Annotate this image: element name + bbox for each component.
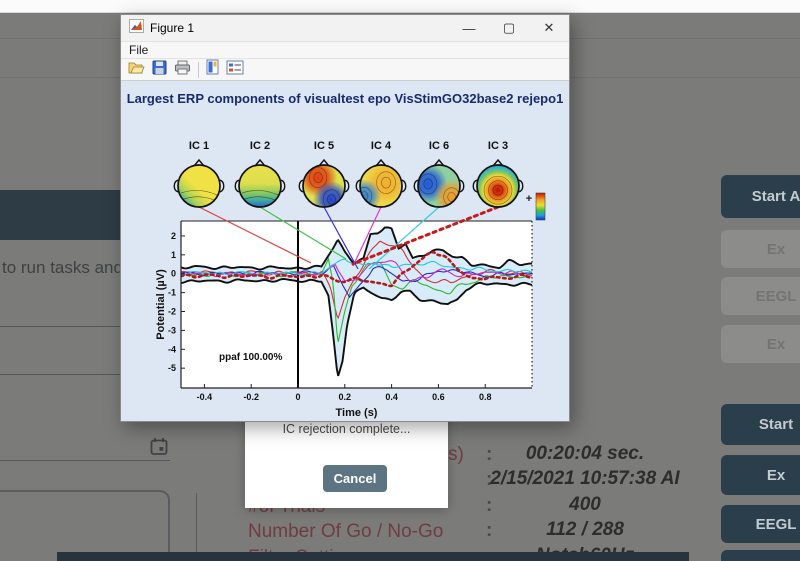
minimize-button[interactable]: — — [462, 20, 476, 36]
colormap-icon[interactable] — [206, 59, 219, 80]
eeglab-button[interactable]: EEGL — [721, 505, 800, 543]
toolbar-separator — [198, 61, 199, 78]
svg-text:2: 2 — [171, 231, 176, 241]
colorbar-plus-label: + — [526, 193, 532, 205]
colorbar — [535, 192, 546, 221]
erp-plot-title: Largest ERP components of visualtest epo… — [126, 91, 564, 106]
legend-icon[interactable] — [226, 60, 244, 80]
progress-dialog: IC rejection complete... Cancel — [245, 408, 448, 508]
file-menu[interactable]: File — [129, 43, 149, 57]
dialog-message: IC rejection complete... — [282, 422, 411, 436]
save-icon[interactable] — [152, 60, 167, 80]
export-button[interactable]: Ex — [721, 455, 800, 495]
print-icon[interactable] — [174, 60, 191, 80]
ic-label: IC 1 — [189, 140, 209, 152]
svg-text:1: 1 — [171, 250, 176, 260]
svg-text:0: 0 — [171, 269, 176, 279]
ic-label: IC 6 — [429, 140, 449, 152]
svg-text:-5: -5 — [168, 363, 176, 373]
calendar-icon[interactable] — [150, 437, 168, 461]
background-card — [0, 490, 170, 561]
cancel-button[interactable]: Cancel — [323, 465, 387, 492]
ic-label: IC 5 — [314, 140, 334, 152]
panel-divider — [196, 493, 197, 561]
svg-text:-1: -1 — [168, 288, 176, 298]
close-button[interactable]: ✕ — [543, 20, 555, 35]
svg-text:-2: -2 — [168, 306, 176, 316]
figure-canvas: Largest ERP components of visualtest epo… — [121, 81, 569, 421]
ic-label: IC 3 — [488, 140, 508, 152]
date-field-underline — [0, 460, 170, 461]
start-acquisition-button[interactable]: Start A — [721, 175, 800, 218]
svg-text:Potential (µV): Potential (µV) — [155, 269, 167, 340]
eeglab-button-disabled[interactable]: EEGL — [721, 277, 800, 315]
ic-label: IC 2 — [250, 140, 270, 152]
export-button-disabled[interactable]: Ex — [721, 230, 800, 268]
svg-text:0.2: 0.2 — [339, 392, 352, 402]
ic-label: IC 4 — [371, 140, 392, 152]
export2-button-disabled[interactable]: Ex — [721, 325, 800, 363]
open-folder-icon[interactable] — [128, 60, 145, 80]
svg-text:0: 0 — [295, 392, 300, 402]
svg-text:0.8: 0.8 — [479, 392, 492, 402]
svg-text:0.4: 0.4 — [385, 392, 398, 402]
svg-text:0.6: 0.6 — [432, 392, 445, 402]
figure-titlebar[interactable]: Figure 1 — ▢ ✕ — [121, 15, 569, 41]
figure-window-title: Figure 1 — [150, 21, 195, 35]
erp-figure-graphics: -0.4 -0.2 0 0.2 0.4 0.6 0.8 2 1 0 -1 -2 -3 -4 -5 Time (… — [155, 140, 546, 419]
svg-text:Time (s): Time (s) — [336, 407, 378, 419]
svg-text:ppaf 100.00%: ppaf 100.00% — [219, 352, 282, 363]
svg-text:-4: -4 — [168, 344, 176, 354]
background-top-bar — [0, 0, 800, 13]
background-hint-text: to run tasks and t — [2, 258, 133, 277]
svg-text:-3: -3 — [168, 325, 176, 335]
maximize-button[interactable]: ▢ — [502, 20, 516, 35]
figure-toolbar — [121, 58, 569, 81]
figure-window: Figure 1 — ▢ ✕ File — [120, 14, 570, 422]
svg-text:-0.4: -0.4 — [197, 392, 213, 402]
matlab-app-icon — [129, 18, 144, 38]
svg-text:-0.2: -0.2 — [243, 392, 259, 402]
figure-menubar: File — [121, 41, 569, 58]
background-footer-band — [57, 552, 689, 561]
partial-button[interactable] — [721, 550, 800, 561]
start-button[interactable]: Start — [721, 404, 800, 445]
